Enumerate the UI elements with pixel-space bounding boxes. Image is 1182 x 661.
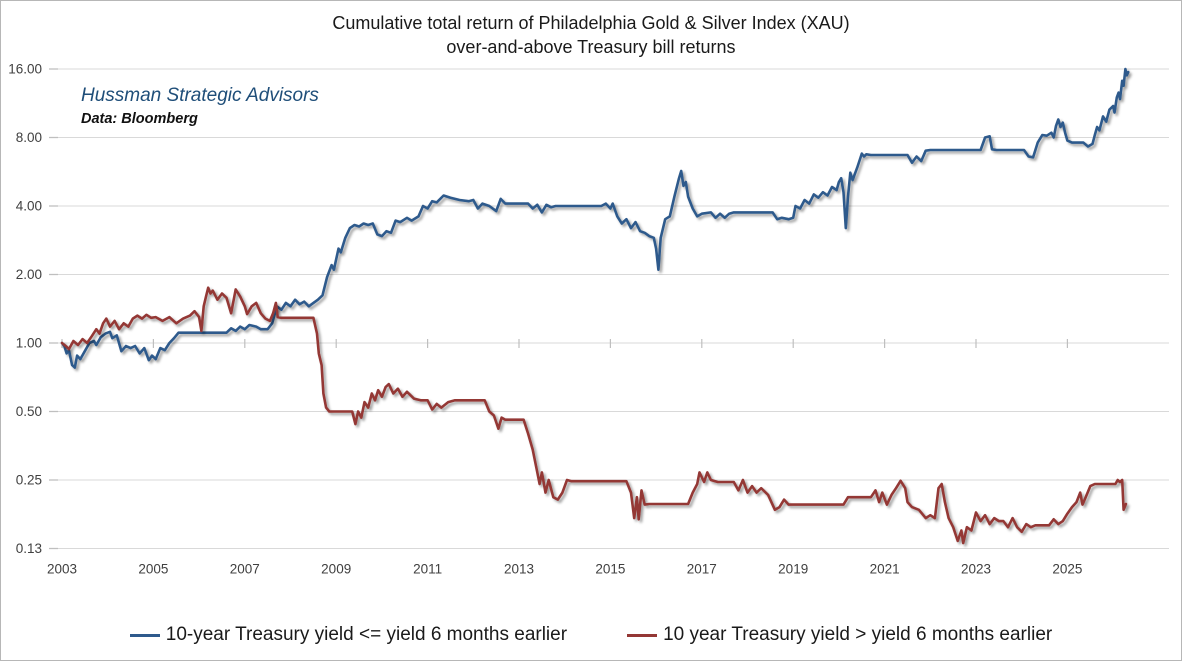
- chart-title: Cumulative total return of Philadelphia …: [1, 11, 1181, 60]
- y-axis-label: 0.25: [16, 473, 42, 488]
- y-axis-label: 0.50: [16, 404, 42, 419]
- chart-title-line-1: Cumulative total return of Philadelphia …: [332, 13, 850, 33]
- x-axis-label: 2011: [413, 562, 442, 577]
- legend-label-red-series: 10 year Treasury yield > yield 6 months …: [663, 624, 1053, 645]
- y-axis-label: 0.13: [16, 541, 42, 556]
- x-axis-label: 2009: [321, 562, 351, 577]
- x-axis-label: 2021: [870, 562, 900, 577]
- chart-title-line-2: over-and-above Treasury bill returns: [446, 37, 736, 58]
- x-axis-label: 2013: [504, 562, 534, 577]
- x-axis-label: 2025: [1052, 562, 1082, 577]
- legend-line-marker-blue-icon: [129, 633, 160, 637]
- legend-label-blue-series: 10-year Treasury yield <= yield 6 months…: [165, 624, 568, 645]
- y-axis-label: 2.00: [16, 267, 42, 282]
- legend-item-red-series: 10 year Treasury yield > yield 6 months …: [627, 624, 1052, 646]
- x-axis-label: 2023: [961, 562, 991, 577]
- x-axis-label: 2003: [47, 562, 77, 577]
- data-source-note: Data: Bloomberg: [81, 111, 198, 127]
- x-axis-label: 2019: [778, 562, 808, 577]
- series-line-red: [60, 286, 1128, 545]
- legend-line-marker-red-icon: [627, 633, 658, 637]
- y-axis-label: 1.00: [16, 336, 42, 351]
- series-line-blue: [60, 67, 1130, 369]
- y-axis-label: 4.00: [16, 199, 42, 214]
- x-axis-label: 2007: [230, 562, 260, 577]
- legend-item-blue-series: 10-year Treasury yield <= yield 6 months…: [129, 624, 568, 646]
- y-axis-label: 16.00: [8, 62, 42, 77]
- legend: 10-year Treasury yield <= yield 6 months…: [1, 624, 1181, 646]
- source-annotation: Hussman Strategic Advisors: [81, 85, 319, 106]
- y-axis-label: 8.00: [16, 130, 42, 145]
- x-axis-label: 2005: [138, 562, 168, 577]
- x-axis-label: 2017: [687, 562, 717, 577]
- x-axis-label: 2015: [595, 562, 625, 577]
